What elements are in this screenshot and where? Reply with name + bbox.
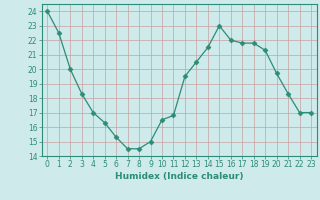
X-axis label: Humidex (Indice chaleur): Humidex (Indice chaleur) bbox=[115, 172, 244, 181]
